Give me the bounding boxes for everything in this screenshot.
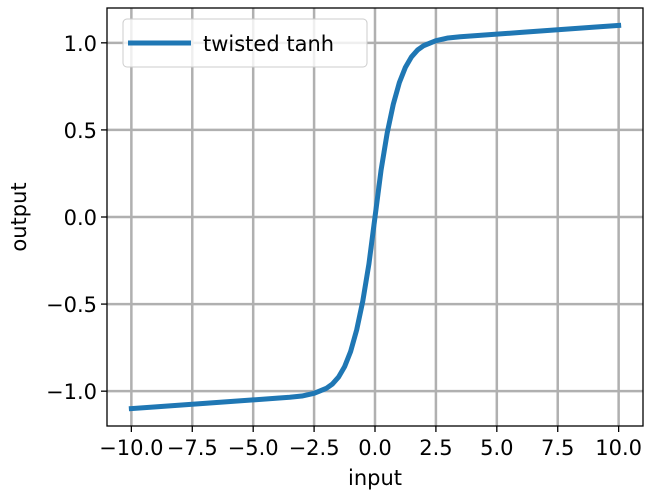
grid-layer bbox=[107, 8, 643, 426]
x-tick-label: −10.0 bbox=[99, 436, 163, 460]
x-tick-labels: −10.0 −7.5 −5.0 −2.5 0.0 2.5 5.0 7.5 10.0 bbox=[99, 436, 642, 460]
series-line bbox=[128, 22, 622, 412]
legend-box bbox=[122, 18, 368, 68]
y-tick-label: −1.0 bbox=[46, 380, 97, 404]
x-tick-label: −2.5 bbox=[289, 436, 340, 460]
legend-label: twisted tanh bbox=[203, 32, 334, 56]
x-tick-label: 0.0 bbox=[358, 436, 391, 460]
series-layer bbox=[128, 22, 622, 412]
x-axis-label: input bbox=[348, 466, 402, 490]
x-tick-label: −7.5 bbox=[167, 436, 218, 460]
tick-layer bbox=[101, 42, 620, 432]
y-tick-labels: −1.0 −0.5 0.0 0.5 1.0 bbox=[46, 32, 97, 404]
y-tick-label: 1.0 bbox=[64, 32, 97, 56]
y-tick-label: 0.0 bbox=[64, 206, 97, 230]
x-tick-label: 10.0 bbox=[595, 436, 642, 460]
y-axis-label: output bbox=[7, 182, 31, 251]
legend: twisted tanh bbox=[122, 18, 368, 68]
x-tick-label: 5.0 bbox=[480, 436, 513, 460]
y-tick-label: −0.5 bbox=[46, 293, 97, 317]
x-tick-label: −5.0 bbox=[228, 436, 279, 460]
x-tick-label: 2.5 bbox=[419, 436, 452, 460]
y-tick-label: 0.5 bbox=[64, 119, 97, 143]
x-tick-label: 7.5 bbox=[541, 436, 574, 460]
